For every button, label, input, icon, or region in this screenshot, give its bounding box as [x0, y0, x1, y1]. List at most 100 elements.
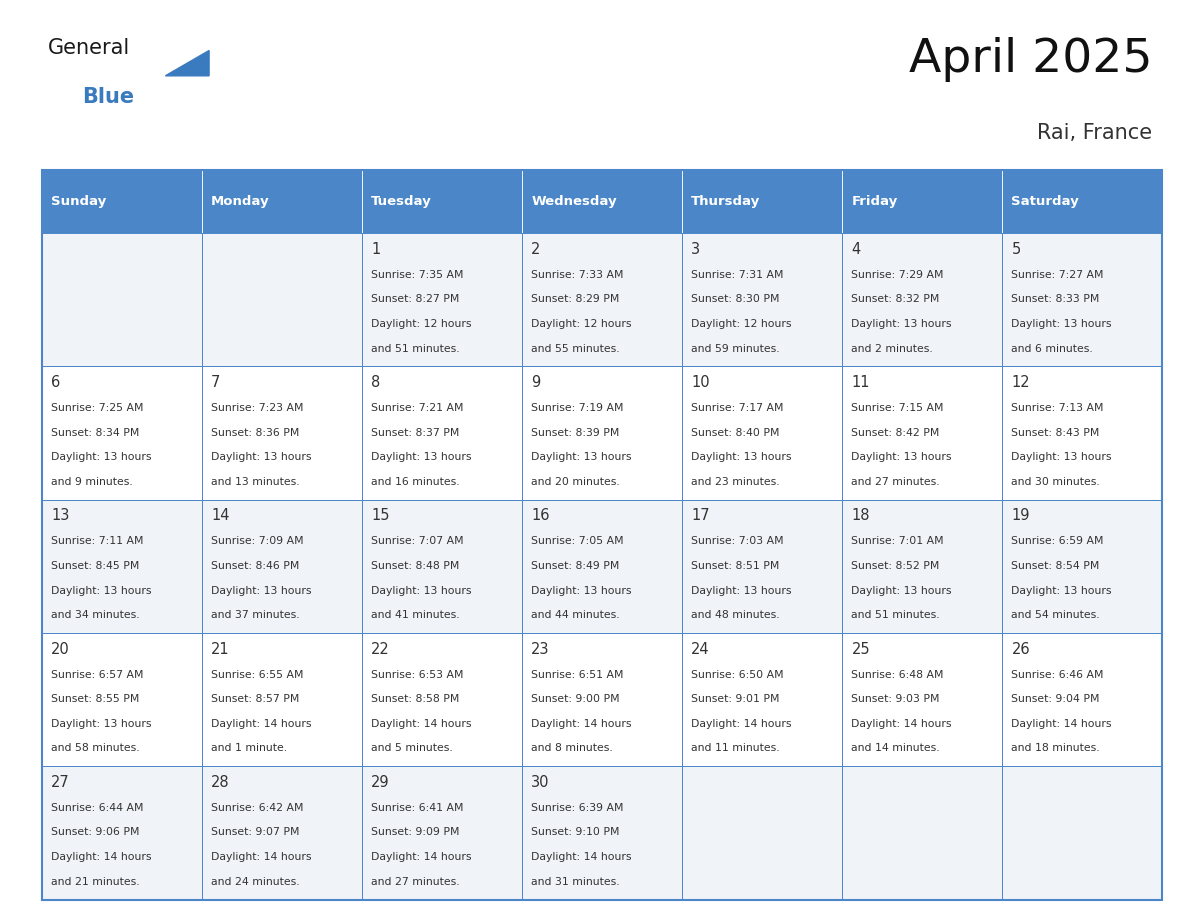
FancyBboxPatch shape	[522, 233, 682, 366]
Text: and 8 minutes.: and 8 minutes.	[531, 744, 613, 754]
Text: 27: 27	[51, 775, 70, 789]
FancyBboxPatch shape	[42, 170, 202, 233]
Text: Sunrise: 7:27 AM: Sunrise: 7:27 AM	[1011, 270, 1104, 280]
FancyBboxPatch shape	[42, 767, 202, 900]
Text: Sunset: 8:48 PM: Sunset: 8:48 PM	[372, 561, 460, 571]
FancyBboxPatch shape	[522, 366, 682, 499]
Text: and 6 minutes.: and 6 minutes.	[1011, 343, 1093, 353]
Text: 12: 12	[1011, 375, 1030, 390]
Text: and 11 minutes.: and 11 minutes.	[691, 744, 781, 754]
Text: 30: 30	[531, 775, 550, 789]
FancyBboxPatch shape	[42, 233, 202, 366]
Text: and 23 minutes.: and 23 minutes.	[691, 476, 781, 487]
Text: Sunset: 9:03 PM: Sunset: 9:03 PM	[852, 694, 940, 704]
Text: Sunrise: 7:03 AM: Sunrise: 7:03 AM	[691, 536, 784, 546]
Text: 28: 28	[211, 775, 229, 789]
Text: 8: 8	[372, 375, 380, 390]
Text: 22: 22	[372, 642, 390, 656]
Text: Sunrise: 6:44 AM: Sunrise: 6:44 AM	[51, 803, 144, 812]
FancyBboxPatch shape	[682, 767, 842, 900]
Text: Daylight: 13 hours: Daylight: 13 hours	[1011, 453, 1112, 462]
Text: Daylight: 13 hours: Daylight: 13 hours	[51, 719, 152, 729]
Text: and 21 minutes.: and 21 minutes.	[51, 877, 140, 887]
Text: 13: 13	[51, 509, 70, 523]
Text: and 37 minutes.: and 37 minutes.	[211, 610, 299, 621]
Text: Daylight: 13 hours: Daylight: 13 hours	[1011, 319, 1112, 329]
Text: Daylight: 12 hours: Daylight: 12 hours	[372, 319, 472, 329]
Text: Sunrise: 6:51 AM: Sunrise: 6:51 AM	[531, 669, 624, 679]
Text: and 51 minutes.: and 51 minutes.	[372, 343, 460, 353]
Polygon shape	[165, 50, 209, 76]
Text: Sunset: 9:00 PM: Sunset: 9:00 PM	[531, 694, 620, 704]
Text: Wednesday: Wednesday	[531, 195, 617, 208]
Text: and 48 minutes.: and 48 minutes.	[691, 610, 781, 621]
Text: Sunset: 8:58 PM: Sunset: 8:58 PM	[372, 694, 460, 704]
Text: Sunset: 8:42 PM: Sunset: 8:42 PM	[852, 428, 940, 438]
FancyBboxPatch shape	[682, 233, 842, 366]
FancyBboxPatch shape	[842, 233, 1001, 366]
FancyBboxPatch shape	[202, 633, 361, 767]
Text: 2: 2	[531, 241, 541, 257]
Text: Sunset: 9:09 PM: Sunset: 9:09 PM	[372, 827, 460, 837]
Text: 5: 5	[1011, 241, 1020, 257]
FancyBboxPatch shape	[1001, 233, 1162, 366]
FancyBboxPatch shape	[361, 633, 522, 767]
Text: 7: 7	[211, 375, 221, 390]
Text: Sunrise: 7:19 AM: Sunrise: 7:19 AM	[531, 403, 624, 413]
Text: and 20 minutes.: and 20 minutes.	[531, 476, 620, 487]
Text: Blue: Blue	[82, 87, 134, 106]
FancyBboxPatch shape	[842, 633, 1001, 767]
Text: Sunrise: 6:46 AM: Sunrise: 6:46 AM	[1011, 669, 1104, 679]
Text: Sunrise: 6:42 AM: Sunrise: 6:42 AM	[211, 803, 304, 812]
Text: 15: 15	[372, 509, 390, 523]
Text: Sunset: 9:10 PM: Sunset: 9:10 PM	[531, 827, 620, 837]
FancyBboxPatch shape	[202, 767, 361, 900]
FancyBboxPatch shape	[842, 170, 1001, 233]
Text: Sunrise: 7:31 AM: Sunrise: 7:31 AM	[691, 270, 784, 280]
Text: 10: 10	[691, 375, 710, 390]
Text: Sunset: 8:51 PM: Sunset: 8:51 PM	[691, 561, 779, 571]
Text: 26: 26	[1011, 642, 1030, 656]
Text: Sunrise: 6:39 AM: Sunrise: 6:39 AM	[531, 803, 624, 812]
Text: Sunset: 8:32 PM: Sunset: 8:32 PM	[852, 295, 940, 304]
Text: Sunrise: 7:13 AM: Sunrise: 7:13 AM	[1011, 403, 1104, 413]
FancyBboxPatch shape	[1001, 366, 1162, 499]
Text: 3: 3	[691, 241, 701, 257]
Text: Daylight: 13 hours: Daylight: 13 hours	[852, 586, 952, 596]
Text: Daylight: 14 hours: Daylight: 14 hours	[691, 719, 792, 729]
FancyBboxPatch shape	[522, 633, 682, 767]
Text: Sunset: 9:04 PM: Sunset: 9:04 PM	[1011, 694, 1100, 704]
Text: Daylight: 13 hours: Daylight: 13 hours	[372, 586, 472, 596]
Text: Sunset: 8:45 PM: Sunset: 8:45 PM	[51, 561, 139, 571]
Text: Daylight: 13 hours: Daylight: 13 hours	[51, 586, 152, 596]
Text: Daylight: 13 hours: Daylight: 13 hours	[691, 453, 792, 462]
Text: Daylight: 14 hours: Daylight: 14 hours	[531, 852, 632, 862]
FancyBboxPatch shape	[202, 499, 361, 633]
Text: 20: 20	[51, 642, 70, 656]
Text: Monday: Monday	[211, 195, 270, 208]
FancyBboxPatch shape	[842, 767, 1001, 900]
Text: Sunrise: 6:59 AM: Sunrise: 6:59 AM	[1011, 536, 1104, 546]
FancyBboxPatch shape	[361, 233, 522, 366]
FancyBboxPatch shape	[522, 499, 682, 633]
Text: Daylight: 14 hours: Daylight: 14 hours	[372, 719, 472, 729]
Text: Sunset: 8:36 PM: Sunset: 8:36 PM	[211, 428, 299, 438]
Text: Sunrise: 7:11 AM: Sunrise: 7:11 AM	[51, 536, 144, 546]
FancyBboxPatch shape	[202, 170, 361, 233]
Text: Daylight: 14 hours: Daylight: 14 hours	[211, 852, 311, 862]
FancyBboxPatch shape	[42, 633, 202, 767]
Text: 24: 24	[691, 642, 710, 656]
Text: Sunset: 8:39 PM: Sunset: 8:39 PM	[531, 428, 620, 438]
FancyBboxPatch shape	[361, 366, 522, 499]
Text: Daylight: 13 hours: Daylight: 13 hours	[51, 453, 152, 462]
FancyBboxPatch shape	[682, 633, 842, 767]
Text: Sunday: Sunday	[51, 195, 107, 208]
Text: 18: 18	[852, 509, 870, 523]
Text: Sunrise: 7:17 AM: Sunrise: 7:17 AM	[691, 403, 784, 413]
Text: and 51 minutes.: and 51 minutes.	[852, 610, 940, 621]
Text: Daylight: 14 hours: Daylight: 14 hours	[211, 719, 311, 729]
Text: Daylight: 14 hours: Daylight: 14 hours	[1011, 719, 1112, 729]
Text: and 44 minutes.: and 44 minutes.	[531, 610, 620, 621]
Text: Sunset: 9:06 PM: Sunset: 9:06 PM	[51, 827, 140, 837]
FancyBboxPatch shape	[1001, 499, 1162, 633]
